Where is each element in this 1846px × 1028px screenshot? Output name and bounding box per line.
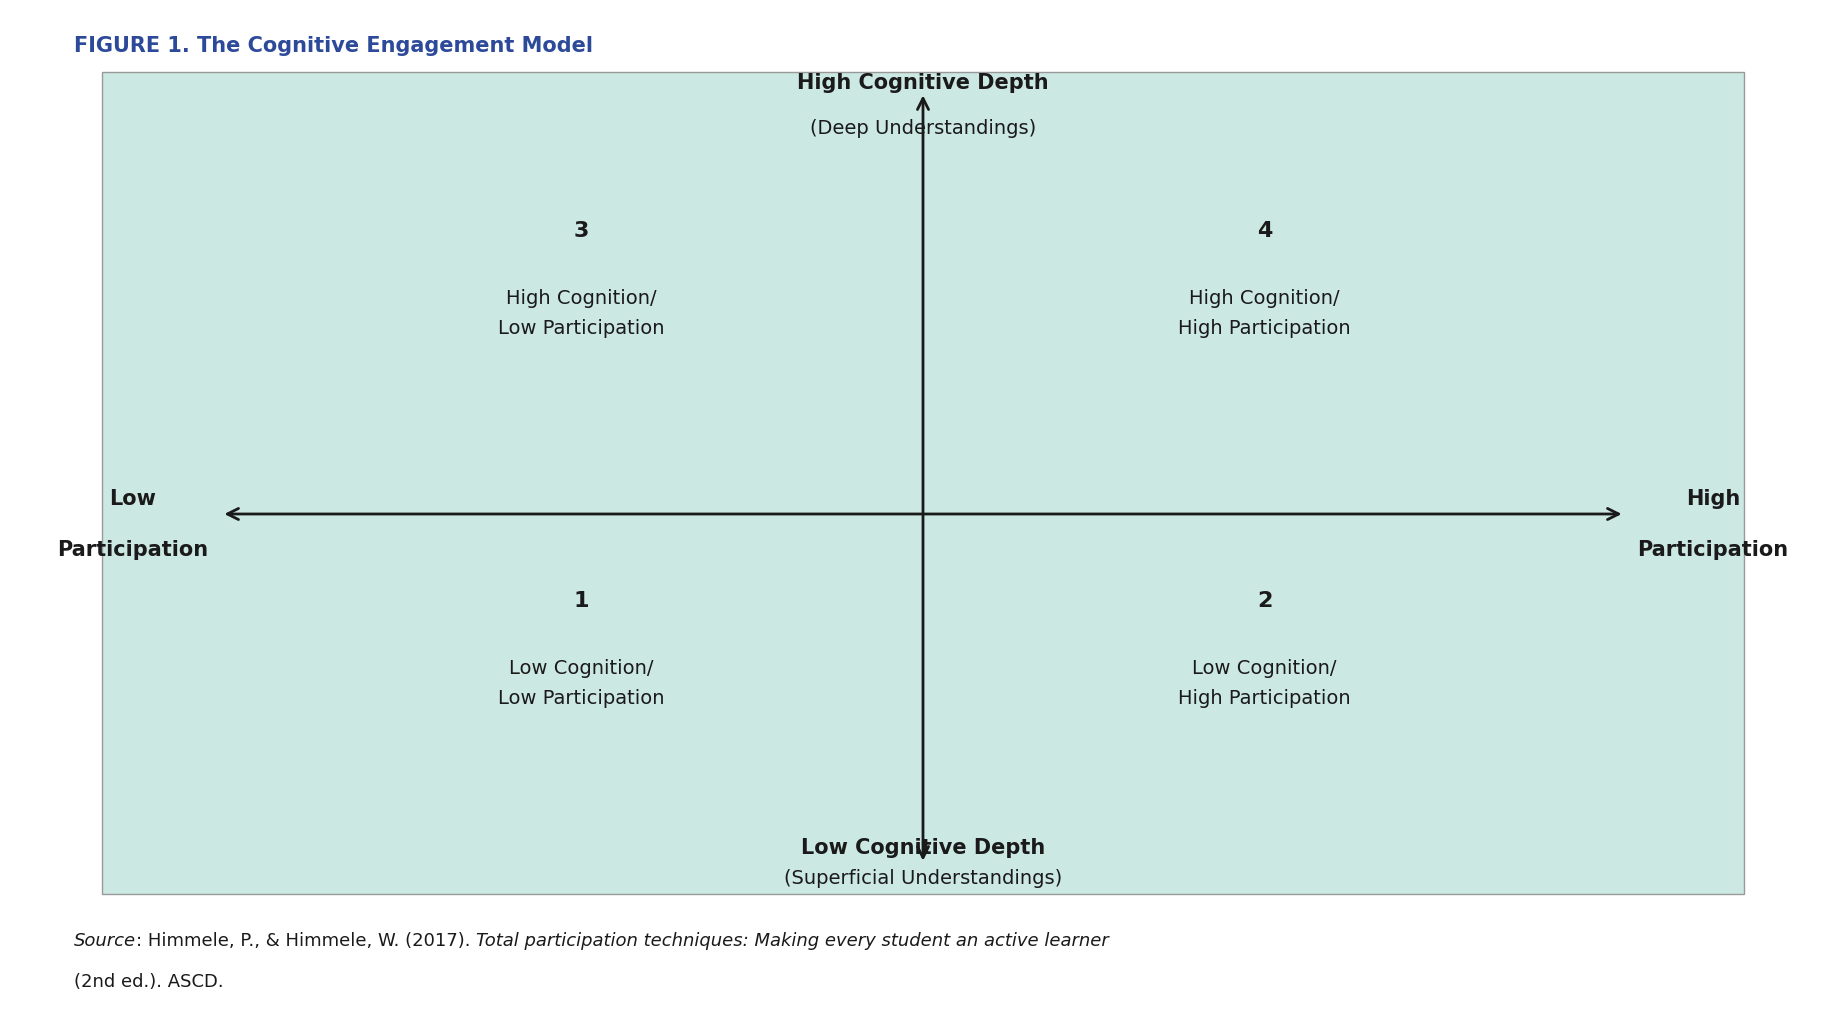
Text: Low Cognition/
Low Participation: Low Cognition/ Low Participation — [498, 659, 665, 708]
Text: Low Cognition/
High Participation: Low Cognition/ High Participation — [1178, 659, 1351, 708]
Text: 1: 1 — [574, 591, 589, 612]
Text: Source: Source — [74, 931, 137, 950]
Text: 3: 3 — [574, 221, 589, 242]
Text: High Cognitive Depth: High Cognitive Depth — [797, 73, 1049, 93]
Text: Low Cognitive Depth: Low Cognitive Depth — [801, 838, 1045, 858]
Text: FIGURE 1. The Cognitive Engagement Model: FIGURE 1. The Cognitive Engagement Model — [74, 36, 593, 57]
Text: Low: Low — [109, 488, 157, 509]
Text: High: High — [1685, 488, 1741, 509]
Text: (Superficial Understandings): (Superficial Understandings) — [785, 870, 1061, 888]
FancyBboxPatch shape — [102, 72, 1744, 894]
Text: Total participation techniques: Making every student an active learner: Total participation techniques: Making e… — [476, 931, 1109, 950]
Text: Participation: Participation — [57, 540, 209, 560]
Text: : Himmele, P., & Himmele, W. (2017).: : Himmele, P., & Himmele, W. (2017). — [137, 931, 476, 950]
Text: High Cognition/
Low Participation: High Cognition/ Low Participation — [498, 289, 665, 338]
Text: Participation: Participation — [1637, 540, 1789, 560]
Text: (Deep Understandings): (Deep Understandings) — [810, 119, 1036, 138]
Text: High Cognition/
High Participation: High Cognition/ High Participation — [1178, 289, 1351, 338]
Text: (2nd ed.). ASCD.: (2nd ed.). ASCD. — [74, 972, 223, 991]
Text: 4: 4 — [1257, 221, 1272, 242]
Text: 2: 2 — [1257, 591, 1272, 612]
